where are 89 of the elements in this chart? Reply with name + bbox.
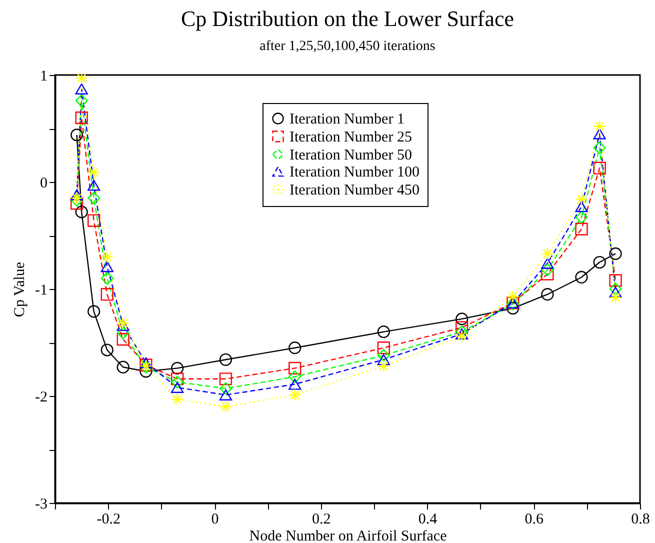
point (116, 360, 130, 374)
point (88, 214, 100, 227)
point (593, 120, 606, 133)
legend-label: Iteration Number 450 (290, 182, 420, 198)
point (219, 389, 232, 400)
point (377, 342, 390, 354)
point (75, 83, 88, 94)
point (541, 247, 554, 260)
point (100, 344, 114, 356)
y-axis-title: Cp Value (12, 262, 28, 318)
point (288, 388, 302, 402)
point (288, 362, 302, 374)
point (575, 222, 588, 236)
point (506, 290, 520, 303)
x-axis-title: Node Number on Airfoil Surface (249, 528, 448, 543)
point (593, 128, 606, 140)
x-tick-label: 0.2 (312, 512, 331, 528)
x-tick-label: 0.8 (631, 512, 650, 528)
point (75, 206, 88, 218)
point (219, 400, 232, 413)
point (575, 270, 588, 284)
legend-label: Iteration Number 50 (290, 148, 412, 164)
chart-title: Cp Distribution on the Lower Surface (181, 6, 514, 31)
point (70, 189, 84, 200)
point (219, 372, 232, 386)
point (116, 320, 130, 331)
point (609, 274, 622, 287)
x-tick-label: 0.6 (524, 512, 544, 528)
point (288, 370, 302, 384)
point (88, 305, 100, 318)
y-tick-label: -1 (35, 282, 48, 298)
point (100, 250, 114, 264)
point (575, 211, 588, 224)
point (541, 258, 554, 269)
point (609, 286, 622, 298)
point (377, 349, 390, 362)
point (456, 312, 468, 326)
point (116, 316, 130, 330)
point (116, 326, 130, 340)
point (593, 141, 606, 154)
point (575, 201, 588, 212)
point (456, 330, 468, 342)
y-tick-label: 1 (40, 68, 48, 84)
point (219, 382, 232, 395)
point (288, 378, 302, 390)
point (593, 162, 606, 174)
point (171, 362, 184, 374)
point (219, 353, 232, 366)
point (100, 272, 114, 285)
point (75, 112, 88, 124)
point (140, 365, 152, 378)
point (88, 192, 100, 204)
point (116, 332, 130, 346)
point (456, 328, 468, 340)
point (456, 321, 468, 334)
point (171, 382, 184, 393)
point (140, 357, 152, 368)
x-tick-label: 0 (211, 512, 219, 528)
point (100, 288, 114, 301)
point (75, 72, 88, 85)
point (377, 326, 390, 338)
point (288, 342, 302, 354)
point (100, 260, 114, 272)
point (593, 256, 606, 269)
point (377, 360, 390, 372)
point (377, 354, 390, 366)
point (575, 192, 588, 206)
point (609, 282, 622, 296)
x-tick-label: 0.4 (418, 512, 438, 528)
y-tick-label: -3 (35, 496, 48, 512)
legend-label: Iteration Number 1 (290, 112, 404, 128)
y-tick-label: -2 (35, 390, 48, 406)
point (609, 247, 622, 260)
point (88, 166, 100, 179)
chart-subtitle: after 1,25,50,100,450 iterations (260, 39, 436, 54)
legend-label: Iteration Number 100 (290, 164, 420, 180)
point (171, 376, 184, 388)
point (88, 180, 100, 191)
point (541, 263, 554, 276)
point (609, 291, 622, 304)
point (541, 288, 554, 301)
legend-label: Iteration Number 25 (290, 130, 412, 146)
point (506, 302, 520, 315)
point (70, 128, 84, 142)
point (75, 94, 88, 107)
point (171, 372, 184, 386)
point (171, 392, 184, 406)
x-tick-label: -0.2 (96, 512, 121, 528)
y-tick-label: 0 (40, 176, 48, 192)
